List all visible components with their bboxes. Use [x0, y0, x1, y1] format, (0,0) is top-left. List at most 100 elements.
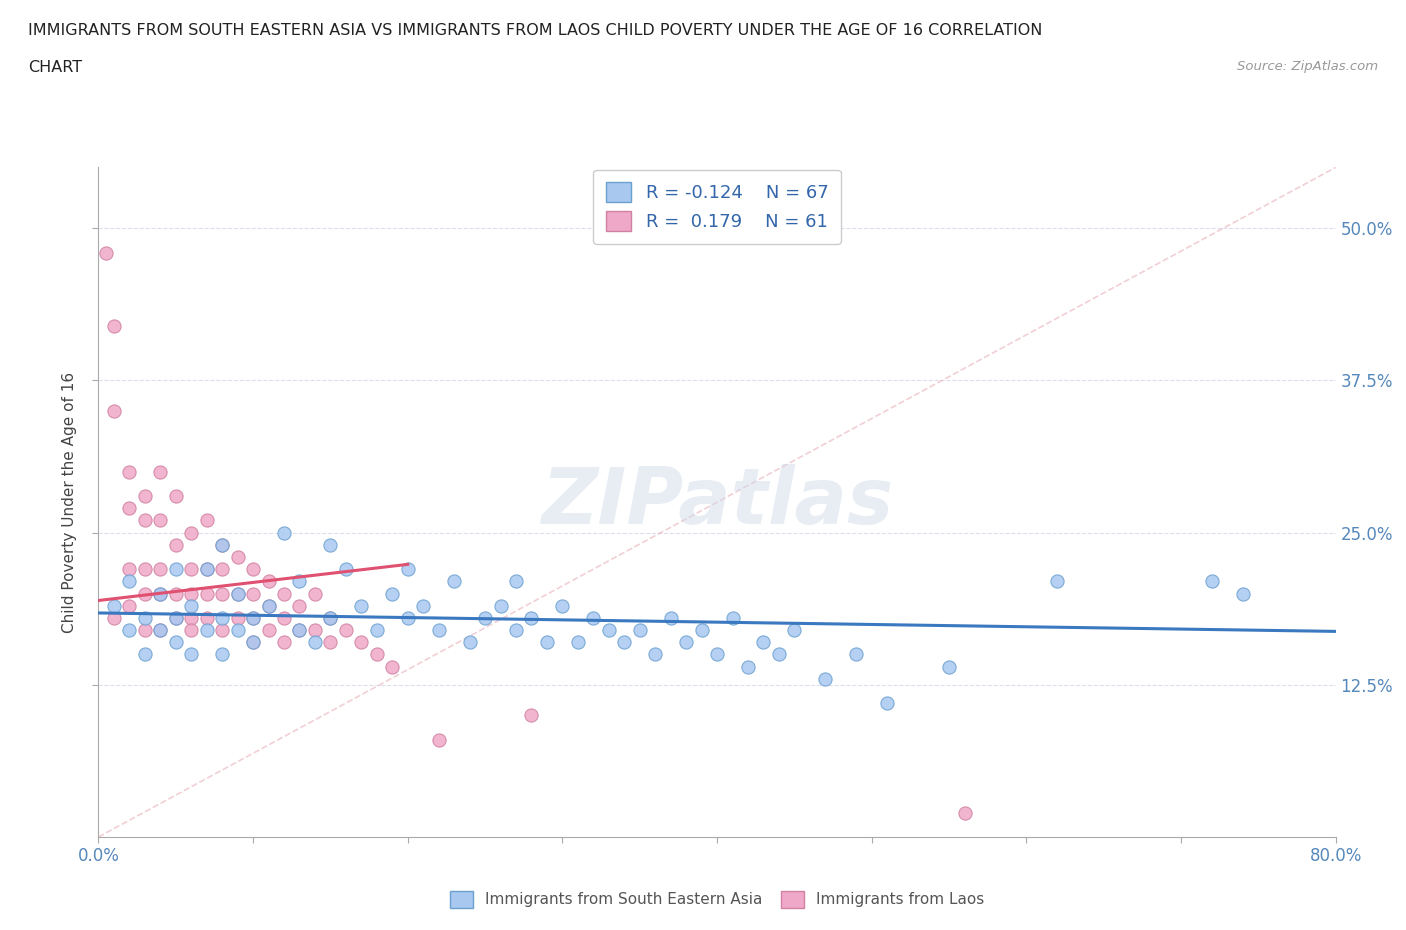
Point [412, 598, 434, 613]
Point [520, 610, 543, 625]
Point [737, 659, 759, 674]
Point [257, 574, 280, 589]
Point [180, 586, 202, 601]
Point [211, 647, 233, 662]
Point [335, 622, 357, 637]
Point [319, 610, 342, 625]
Point [118, 501, 141, 516]
Point [273, 610, 295, 625]
Point [567, 635, 589, 650]
Point [134, 586, 156, 601]
Point [195, 622, 218, 637]
Point [211, 538, 233, 552]
Point [211, 562, 233, 577]
Point [118, 574, 141, 589]
Point [118, 464, 141, 479]
Point [149, 562, 172, 577]
Point [180, 647, 202, 662]
Point [165, 562, 187, 577]
Point [273, 525, 295, 540]
Point [335, 562, 357, 577]
Point [350, 598, 373, 613]
Point [134, 610, 156, 625]
Point [783, 622, 806, 637]
Point [149, 586, 172, 601]
Point [319, 635, 342, 650]
Point [489, 598, 512, 613]
Point [118, 598, 141, 613]
Point [953, 805, 976, 820]
Point [350, 635, 373, 650]
Point [96, 246, 118, 260]
Point [211, 538, 233, 552]
Point [598, 622, 620, 637]
Point [304, 586, 326, 601]
Point [814, 671, 837, 686]
Point [180, 562, 202, 577]
Point [319, 610, 342, 625]
Text: Source: ZipAtlas.com: Source: ZipAtlas.com [1237, 60, 1378, 73]
Point [396, 610, 419, 625]
Point [134, 513, 156, 528]
Point [257, 622, 280, 637]
Point [304, 635, 326, 650]
Point [505, 574, 527, 589]
Point [273, 586, 295, 601]
Point [242, 562, 264, 577]
Point [242, 586, 264, 601]
Point [288, 622, 311, 637]
Point [273, 635, 295, 650]
Point [381, 659, 404, 674]
Point [582, 610, 605, 625]
Point [226, 622, 249, 637]
Point [690, 622, 713, 637]
Point [149, 586, 172, 601]
Point [149, 513, 172, 528]
Point [721, 610, 744, 625]
Point [242, 610, 264, 625]
Point [195, 562, 218, 577]
Point [242, 635, 264, 650]
Point [180, 525, 202, 540]
Point [768, 647, 790, 662]
Point [195, 586, 218, 601]
Point [134, 647, 156, 662]
Point [118, 562, 141, 577]
Point [103, 404, 125, 418]
Point [180, 622, 202, 637]
Point [366, 622, 388, 637]
Point [226, 586, 249, 601]
Point [242, 635, 264, 650]
Point [165, 488, 187, 503]
Point [180, 610, 202, 625]
Point [659, 610, 682, 625]
Point [103, 318, 125, 333]
Point [304, 622, 326, 637]
Point [366, 647, 388, 662]
Point [242, 610, 264, 625]
Point [149, 622, 172, 637]
Point [536, 635, 558, 650]
Point [134, 622, 156, 637]
Point [644, 647, 666, 662]
Point [845, 647, 868, 662]
Point [195, 610, 218, 625]
Point [938, 659, 960, 674]
Point [474, 610, 496, 625]
Point [149, 464, 172, 479]
Point [628, 622, 651, 637]
Point [165, 635, 187, 650]
Point [288, 574, 311, 589]
Point [134, 488, 156, 503]
Point [505, 622, 527, 637]
Point [551, 598, 574, 613]
Point [149, 622, 172, 637]
Point [226, 550, 249, 565]
Point [195, 513, 218, 528]
Point [211, 622, 233, 637]
Point [257, 598, 280, 613]
Point [396, 562, 419, 577]
Point [211, 586, 233, 601]
Y-axis label: Child Poverty Under the Age of 16: Child Poverty Under the Age of 16 [62, 372, 77, 632]
Point [226, 610, 249, 625]
